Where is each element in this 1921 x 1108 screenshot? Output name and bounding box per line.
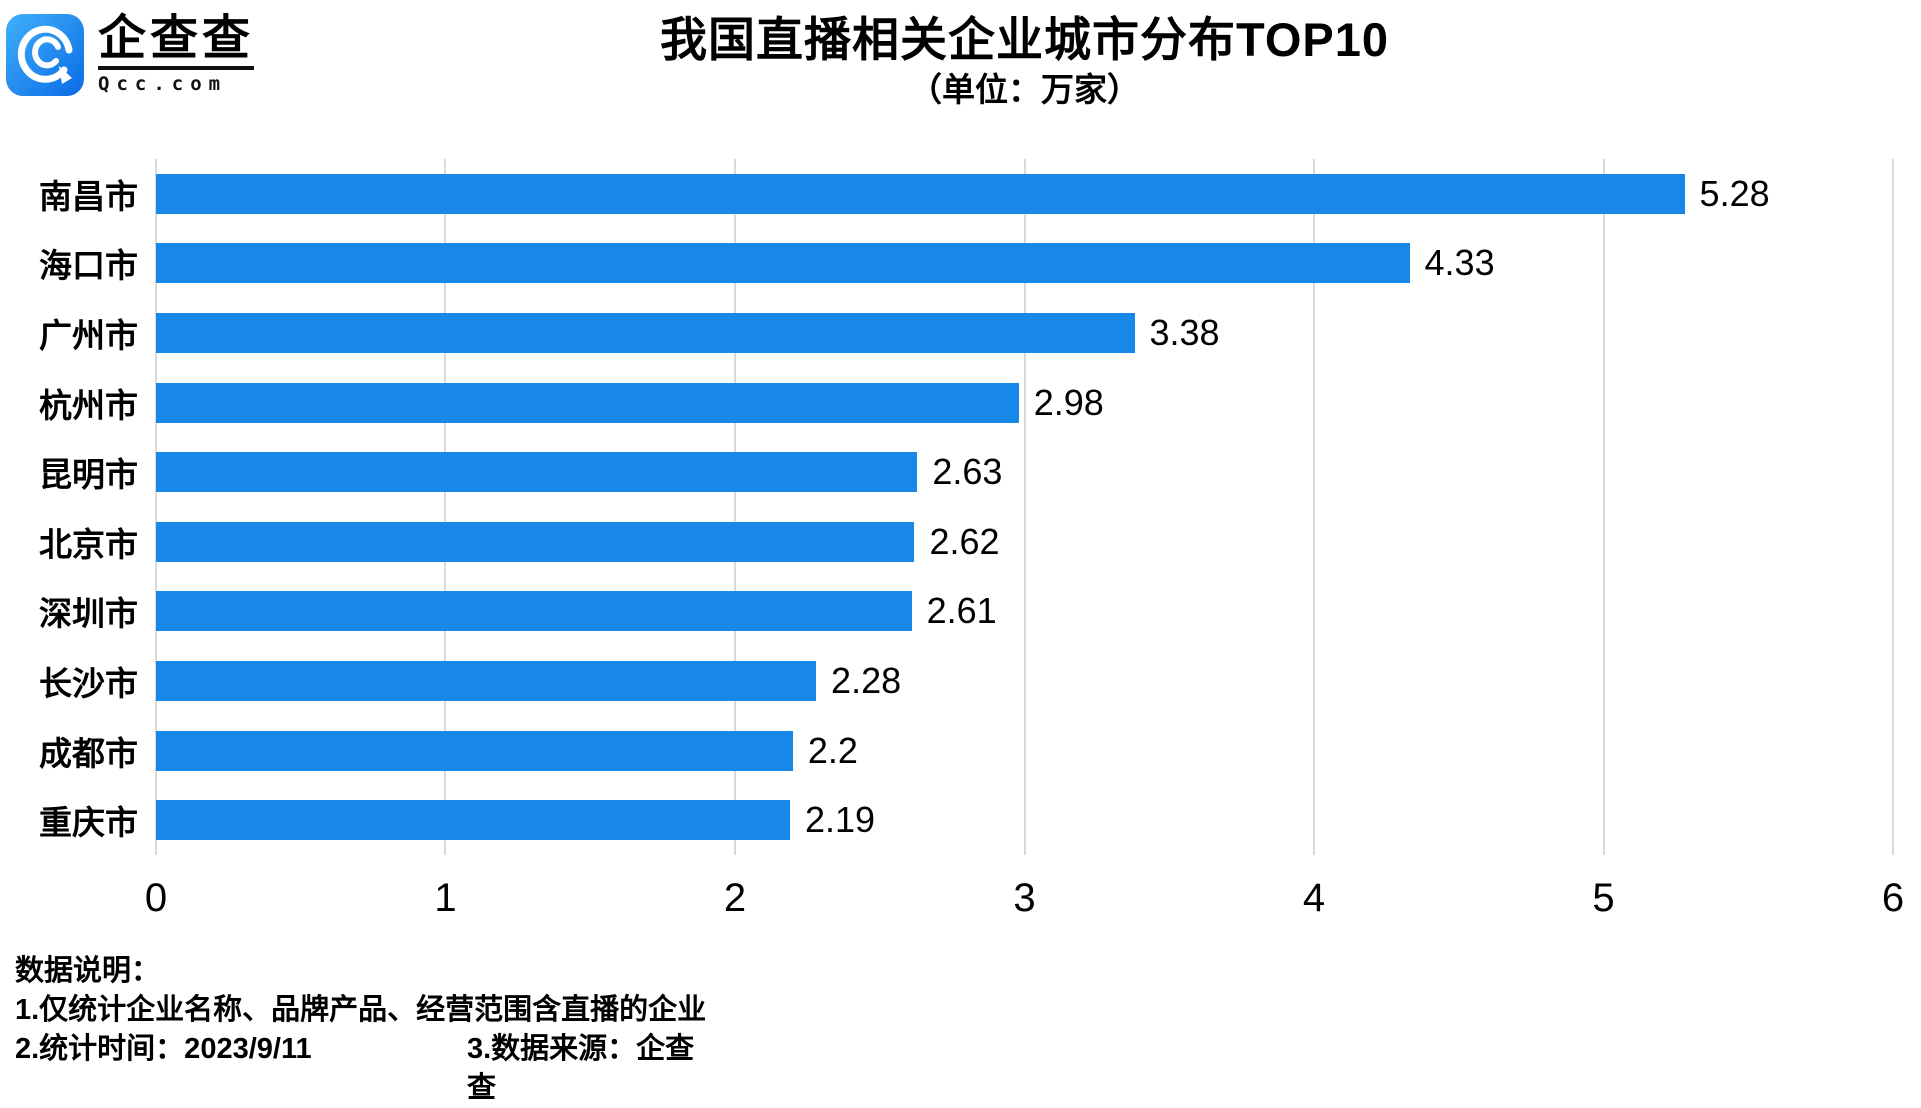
bar: [156, 173, 1685, 214]
value-label: 5.28: [1699, 172, 1770, 214]
qcc-magnifier-icon: [6, 14, 84, 96]
city-label: 广州市: [39, 316, 138, 354]
value-label: 2.62: [929, 520, 1000, 562]
logo-text: 企查查 Qcc.com: [98, 14, 255, 95]
bar-row: 深圳市 2.61: [39, 577, 1893, 647]
x-tick-label: 0: [144, 876, 168, 920]
qcc-logo: 企查查 Qcc.com: [6, 14, 255, 96]
gridline: [1892, 159, 1894, 855]
bar-row: 昆明市 2.63: [39, 437, 1893, 507]
x-tick-label: 1: [434, 876, 457, 920]
bar: [156, 660, 817, 701]
bar-row: 成都市 2.2: [39, 716, 1893, 786]
value-label: 4.33: [1424, 242, 1495, 284]
gridline: [155, 159, 157, 855]
logo-brand-text: 企查查: [98, 14, 255, 70]
gridline: [1602, 159, 1605, 855]
gridline: [444, 159, 447, 855]
city-label: 北京市: [39, 525, 138, 563]
bar: [156, 800, 790, 841]
city-label: 海口市: [39, 247, 138, 285]
bar: [156, 243, 1410, 284]
footer-row: 2.统计时间：2023/9/11 3.数据来源：企查查: [15, 1030, 706, 1104]
value-label: 2.61: [926, 590, 997, 632]
value-label: 3.38: [1149, 311, 1220, 353]
bar: [156, 730, 793, 771]
footer-notes: 数据说明： 1.仅统计企业名称、品牌产品、经营范围含直播的企业 2.统计时间：2…: [15, 952, 707, 1104]
bar: [156, 591, 912, 632]
value-label: 2.28: [831, 659, 902, 701]
city-label: 重庆市: [39, 804, 138, 842]
bar-row: 广州市 3.38: [39, 298, 1893, 368]
chart-title: 我国直播相关企业城市分布TOP10: [659, 13, 1390, 66]
bar: [156, 452, 918, 493]
gridline: [1312, 159, 1315, 855]
bar-row: 北京市 2.62: [39, 507, 1893, 577]
city-label: 杭州市: [39, 386, 138, 424]
value-label: 2.63: [932, 451, 1003, 493]
footer-note1: 1.仅统计企业名称、品牌产品、经营范围含直播的企业: [15, 994, 707, 1026]
x-tick-label: 4: [1302, 876, 1326, 920]
bar: [156, 312, 1135, 353]
bar-row: 海口市 4.33: [39, 229, 1893, 299]
x-tick-label: 2: [723, 876, 747, 920]
bar-row: 重庆市 2.19: [39, 785, 1893, 855]
bar-row: 南昌市 5.28: [39, 159, 1893, 229]
bar: [156, 382, 1019, 423]
bar-row: 长沙市 2.28: [39, 646, 1893, 716]
title-block: 我国直播相关企业城市分布TOP10 （单位：万家）: [156, 12, 1893, 110]
city-label: 长沙市: [39, 664, 138, 702]
x-tick-label: 6: [1881, 876, 1905, 920]
city-label: 成都市: [39, 734, 138, 772]
value-label: 2.2: [807, 729, 858, 771]
chart-subtitle: （单位：万家）: [909, 71, 1140, 108]
bar: [156, 521, 915, 562]
gridline: [1023, 159, 1026, 855]
city-label: 深圳市: [39, 595, 138, 633]
x-tick-label: 3: [1013, 876, 1036, 920]
bar-row: 杭州市 2.98: [39, 368, 1893, 438]
plot-area: 南昌市 5.28 海口市 4.33 广州市 3.38 杭州市 2.98 昆明市 2.63 北京市 2.…: [39, 159, 1894, 855]
value-label: 2.19: [805, 799, 876, 841]
gridline: [733, 159, 736, 855]
footer-note2: 2.统计时间：2023/9/11: [15, 1033, 312, 1065]
logo-domain-text: Qcc.com: [98, 73, 228, 95]
x-tick-label: 5: [1592, 876, 1615, 920]
x-axis-tick-labels: 0 1 2 3 4 5 6: [145, 876, 1904, 928]
city-label: 南昌市: [39, 177, 138, 215]
city-label: 昆明市: [39, 456, 138, 494]
value-label: 2.98: [1033, 381, 1104, 423]
footer-note3: 3.数据来源：企查查: [467, 1033, 695, 1104]
footer-heading: 数据说明：: [15, 955, 161, 987]
